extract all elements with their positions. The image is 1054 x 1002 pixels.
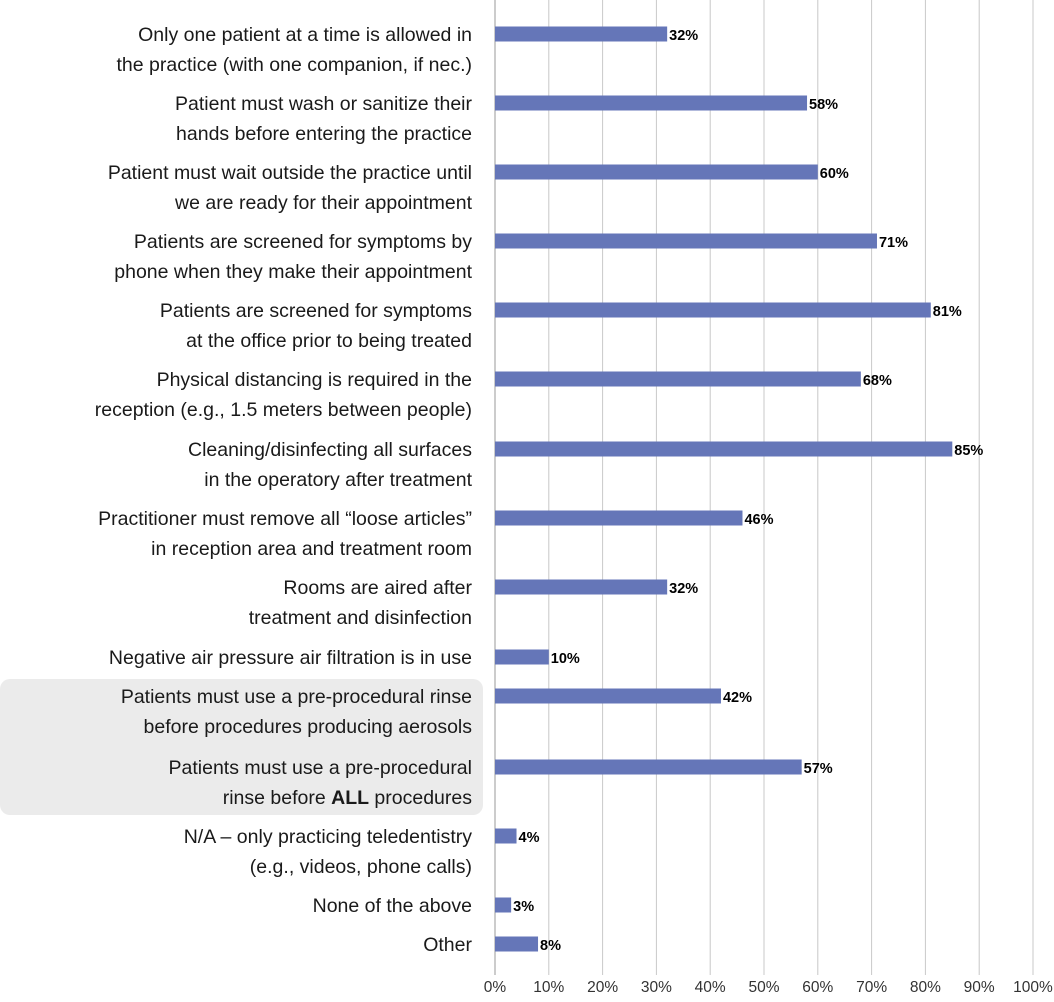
value-label: 42% <box>723 690 752 706</box>
category-label: treatment and disinfection <box>249 607 472 629</box>
value-label: 85% <box>954 443 983 459</box>
bar <box>495 26 668 42</box>
x-tick-label: 0% <box>484 979 507 996</box>
bar <box>495 759 802 775</box>
category-label: reception (e.g., 1.5 meters between peop… <box>95 399 472 421</box>
bar <box>495 936 539 952</box>
category-label: Rooms are aired after <box>283 577 472 599</box>
category-label: Patients are screened for symptoms by <box>134 231 472 253</box>
x-tick-label: 50% <box>748 979 779 996</box>
x-tick-label: 100% <box>1013 979 1053 996</box>
value-label: 46% <box>744 512 773 528</box>
category-label: None of the above <box>313 895 472 917</box>
category-label: Patient must wait outside the practice u… <box>108 162 472 184</box>
x-tick-label: 20% <box>587 979 618 996</box>
category-label: we are ready for their appointment <box>174 192 473 214</box>
value-label: 8% <box>540 938 561 954</box>
bar <box>495 897 512 913</box>
value-label: 81% <box>933 304 962 320</box>
category-label: hands before entering the practice <box>176 123 472 145</box>
x-tick-label: 30% <box>641 979 672 996</box>
x-tick-label: 90% <box>964 979 995 996</box>
category-label: Other <box>423 934 472 956</box>
category-label: Physical distancing is required in the <box>157 369 472 391</box>
category-label: (e.g., videos, phone calls) <box>250 856 472 878</box>
category-label-part: ALL <box>331 787 369 809</box>
value-label: 68% <box>863 373 892 389</box>
category-label: phone when they make their appointment <box>114 261 472 283</box>
bar <box>495 579 668 595</box>
bar <box>495 164 818 180</box>
highlight-box <box>0 679 483 815</box>
category-label: Patients must use a pre-procedural <box>169 757 473 779</box>
category-label: Patients must use a pre-procedural rinse <box>121 686 472 708</box>
category-label: in the operatory after treatment <box>204 469 472 491</box>
category-label: Negative air pressure air filtration is … <box>109 647 472 669</box>
category-label: the practice (with one companion, if nec… <box>116 54 472 76</box>
category-label-part: rinse before <box>223 787 331 809</box>
category-label: Patients are screened for symptoms <box>160 300 472 322</box>
category-label: at the office prior to being treated <box>186 330 472 352</box>
category-label: rinse before ALL procedures <box>223 787 473 809</box>
bar <box>495 95 808 111</box>
value-label: 57% <box>804 761 833 777</box>
bar <box>495 688 721 704</box>
category-label: Cleaning/disinfecting all surfaces <box>188 439 472 461</box>
category-label: in reception area and treatment room <box>151 538 472 560</box>
bar <box>495 649 549 665</box>
x-tick-label: 60% <box>802 979 833 996</box>
category-label: Only one patient at a time is allowed in <box>138 24 472 46</box>
value-label: 10% <box>551 651 580 667</box>
value-label: 60% <box>820 166 849 182</box>
x-tick-label: 10% <box>533 979 564 996</box>
x-tick-label: 80% <box>910 979 941 996</box>
bar <box>495 441 953 457</box>
category-label: Practitioner must remove all “loose arti… <box>98 508 472 530</box>
bar <box>495 302 931 318</box>
category-label-part: procedures <box>369 787 472 809</box>
bar <box>495 371 861 387</box>
bar <box>495 510 743 526</box>
category-label: before procedures producing aerosols <box>144 716 473 738</box>
category-label: N/A – only practicing teledentistry <box>184 826 473 848</box>
bar <box>495 828 517 844</box>
category-label: Patient must wash or sanitize their <box>175 93 472 115</box>
bar <box>495 233 877 249</box>
x-tick-label: 70% <box>856 979 887 996</box>
value-label: 32% <box>669 28 698 44</box>
value-label: 58% <box>809 97 838 113</box>
value-label: 32% <box>669 581 698 597</box>
value-label: 4% <box>519 830 540 846</box>
x-tick-label: 40% <box>695 979 726 996</box>
value-label: 71% <box>879 235 908 251</box>
value-label: 3% <box>513 899 534 915</box>
